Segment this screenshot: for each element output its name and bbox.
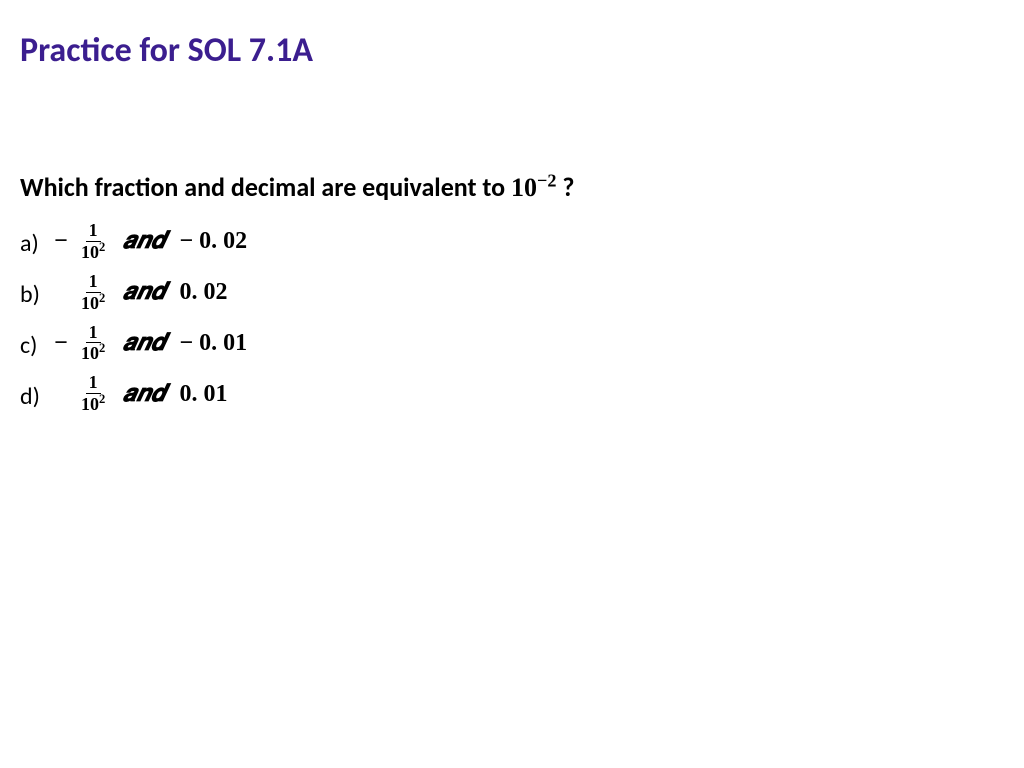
- option-math: −1102 𝒂𝒏𝒅 − 0. 02: [54, 221, 247, 262]
- and-word: 𝒂𝒏𝒅: [118, 229, 169, 253]
- slide-title: Practice for SOL 7.1A: [20, 30, 1004, 71]
- question-exponent: −2: [537, 170, 556, 190]
- and-word: 𝒂𝒏𝒅: [118, 331, 169, 355]
- question-text: Which fraction and decimal are equivalen…: [20, 171, 1004, 203]
- fraction-denominator: 102: [78, 242, 108, 262]
- and-word: 𝒂𝒏𝒅: [118, 280, 169, 304]
- option-row: c)−1102 𝒂𝒏𝒅 − 0. 01: [20, 323, 1004, 364]
- decimal-value: − 0. 01: [180, 331, 248, 355]
- decimal-value: − 0. 02: [180, 229, 248, 253]
- question-suffix: ?: [562, 171, 574, 203]
- option-row: d) 1102 𝒂𝒏𝒅 0. 01: [20, 373, 1004, 414]
- fraction: 1102: [78, 373, 108, 414]
- option-row: b) 1102 𝒂𝒏𝒅 0. 02: [20, 272, 1004, 313]
- question-base: 10: [511, 173, 537, 202]
- fraction-denominator: 102: [78, 343, 108, 363]
- fraction: 1102: [78, 272, 108, 313]
- leading-sign: −: [54, 229, 68, 253]
- option-label: a): [20, 226, 54, 256]
- option-label: b): [20, 277, 54, 307]
- options-list: a)−1102𝒂𝒏𝒅− 0. 02b)1102𝒂𝒏𝒅0. 02c)−1102𝒂𝒏…: [20, 221, 1004, 414]
- decimal-value: 0. 02: [180, 280, 228, 304]
- question-prefix: Which fraction and decimal are equivalen…: [20, 171, 511, 203]
- fraction-numerator: 1: [86, 373, 101, 394]
- option-math: 1102 𝒂𝒏𝒅 0. 01: [54, 373, 228, 414]
- option-math: −1102 𝒂𝒏𝒅 − 0. 01: [54, 323, 247, 364]
- fraction: 1102: [78, 323, 108, 364]
- leading-sign: −: [54, 331, 68, 355]
- fraction-numerator: 1: [86, 272, 101, 293]
- fraction-denominator: 102: [78, 394, 108, 414]
- fraction-numerator: 1: [86, 323, 101, 344]
- option-math: 1102 𝒂𝒏𝒅 0. 02: [54, 272, 228, 313]
- fraction: 1102: [78, 221, 108, 262]
- fraction-numerator: 1: [86, 221, 101, 242]
- option-label: d): [20, 379, 54, 409]
- decimal-value: 0. 01: [180, 382, 228, 406]
- option-row: a)−1102 𝒂𝒏𝒅 − 0. 02: [20, 221, 1004, 262]
- fraction-denominator: 102: [78, 293, 108, 313]
- and-word: 𝒂𝒏𝒅: [118, 382, 169, 406]
- option-label: c): [20, 328, 54, 358]
